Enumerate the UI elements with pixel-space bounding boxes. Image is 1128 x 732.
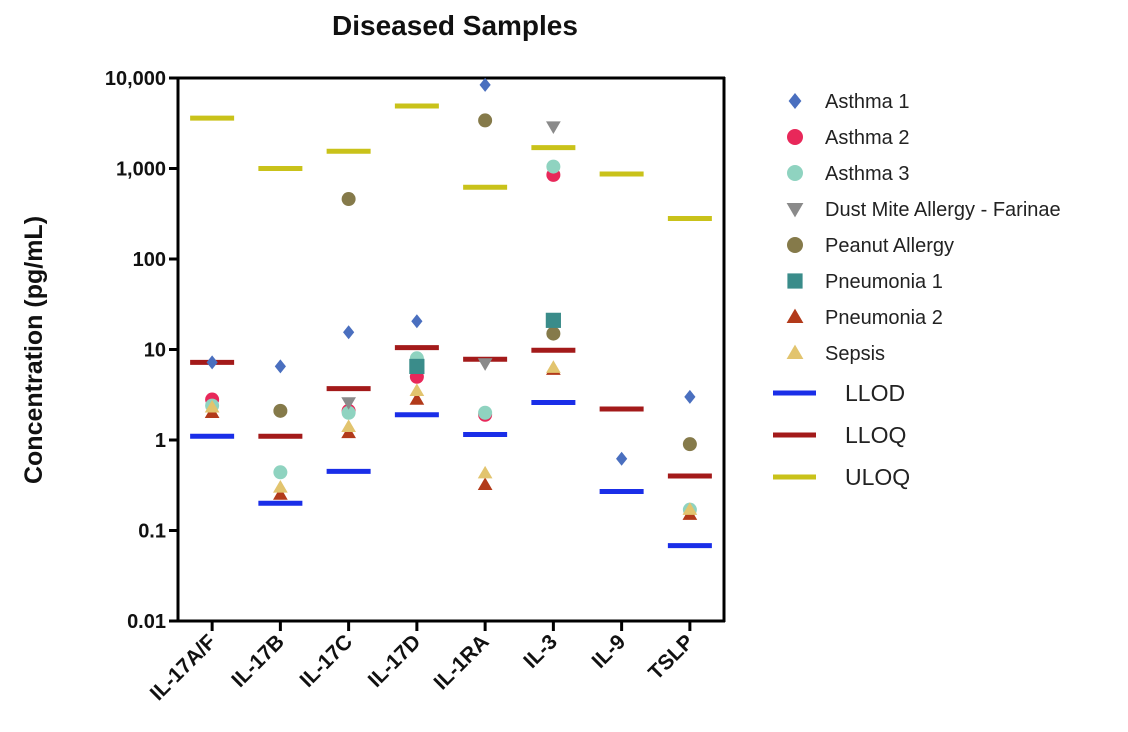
legend-label-sepsis: Sepsis: [825, 343, 885, 365]
x-category-label: TSLP: [644, 630, 698, 684]
x-category-label: IL-17B: [227, 630, 289, 692]
legend-marker-asthma-1: [788, 93, 802, 109]
asthma-1-point: [206, 355, 218, 370]
pneumonia-1-point: [545, 312, 561, 328]
asthma-1-point: [411, 314, 423, 329]
pneumonia-2-point: [477, 477, 493, 491]
x-category-label: IL-17D: [364, 630, 426, 692]
peanut-allergy-point: [478, 113, 493, 128]
legend-marker-sepsis: [786, 344, 804, 359]
asthma-1-point: [343, 325, 355, 340]
asthma-3-point: [273, 465, 288, 480]
y-axis-label: Concentration (pg/mL): [20, 216, 48, 484]
legend-marker-peanut-allergy: [787, 237, 803, 253]
legend-label-asthma-2: Asthma 2: [825, 127, 909, 149]
peanut-allergy-point: [682, 437, 697, 452]
sepsis-point: [273, 479, 288, 493]
peanut-allergy-point: [341, 192, 356, 207]
pneumonia-2-point: [273, 487, 288, 500]
dust-mite-allergy-farinae-point: [341, 397, 356, 410]
legend-label-lloq: LLOQ: [845, 422, 906, 448]
legend: Asthma 1 Asthma 2 Asthma 3 Dust Mite Allerg…: [773, 91, 1061, 490]
legend-marker-asthma-3: [787, 165, 803, 181]
pneumonia-1-point: [409, 358, 425, 375]
x-category-label: IL-1RA: [430, 630, 494, 694]
legend-label-pneumonia-1: Pneumonia 1: [825, 271, 943, 293]
legend-label-llod: LLOD: [845, 380, 905, 406]
legend-label-peanut-allergy: Peanut Allergy: [825, 235, 954, 257]
sepsis-point: [546, 360, 561, 373]
peanut-allergy-point: [273, 403, 288, 418]
legend-marker-pneumonia-2: [786, 308, 804, 323]
pneumonia-2-point: [409, 392, 425, 405]
sepsis-point: [682, 502, 698, 515]
sepsis-point: [409, 383, 425, 397]
legend-marker-asthma-2: [787, 129, 803, 145]
asthma-3-point: [546, 159, 561, 174]
asthma-1-point: [479, 77, 491, 92]
y-tick-label: 100: [133, 249, 166, 271]
legend-label-dust-mite-allergy-farinae: Dust Mite Allergy - Farinae: [825, 199, 1061, 221]
asthma-1-point: [616, 451, 628, 466]
asthma-3-point: [478, 405, 493, 420]
y-tick-label: 0.01: [127, 611, 166, 633]
sepsis-point: [204, 399, 220, 413]
legend-label-uloq: ULOQ: [845, 464, 910, 490]
legend-marker-pneumonia-1: [787, 273, 803, 289]
y-tick-label: 10,000: [105, 68, 166, 90]
x-category-label: IL-17A/F: [146, 630, 221, 705]
asthma-1-point: [684, 389, 696, 404]
legend-marker-dust-mite-allergy-farinae: [786, 203, 804, 218]
chart-title: Diseased Samples: [332, 10, 578, 41]
y-tick-label: 0.1: [138, 521, 166, 543]
x-category-label: IL-3: [519, 630, 562, 673]
y-tick-label: 1,000: [116, 159, 166, 181]
dust-mite-allergy-farinae-point: [477, 358, 493, 371]
asthma-3-point: [341, 405, 356, 420]
dust-mite-allergy-farinae-point: [546, 121, 561, 135]
legend-label-pneumonia-2: Pneumonia 2: [825, 307, 943, 329]
asthma-1-point: [274, 359, 286, 374]
sepsis-point: [341, 419, 356, 433]
y-tick-label: 10: [144, 340, 166, 362]
y-tick-label: 1: [155, 430, 166, 452]
sepsis-point: [477, 465, 493, 479]
x-category-label: IL-17C: [296, 630, 358, 692]
legend-label-asthma-3: Asthma 3: [825, 163, 909, 185]
legend-label-asthma-1: Asthma 1: [825, 91, 909, 113]
peanut-allergy-point: [546, 326, 561, 341]
x-category-label: IL-9: [587, 630, 630, 673]
